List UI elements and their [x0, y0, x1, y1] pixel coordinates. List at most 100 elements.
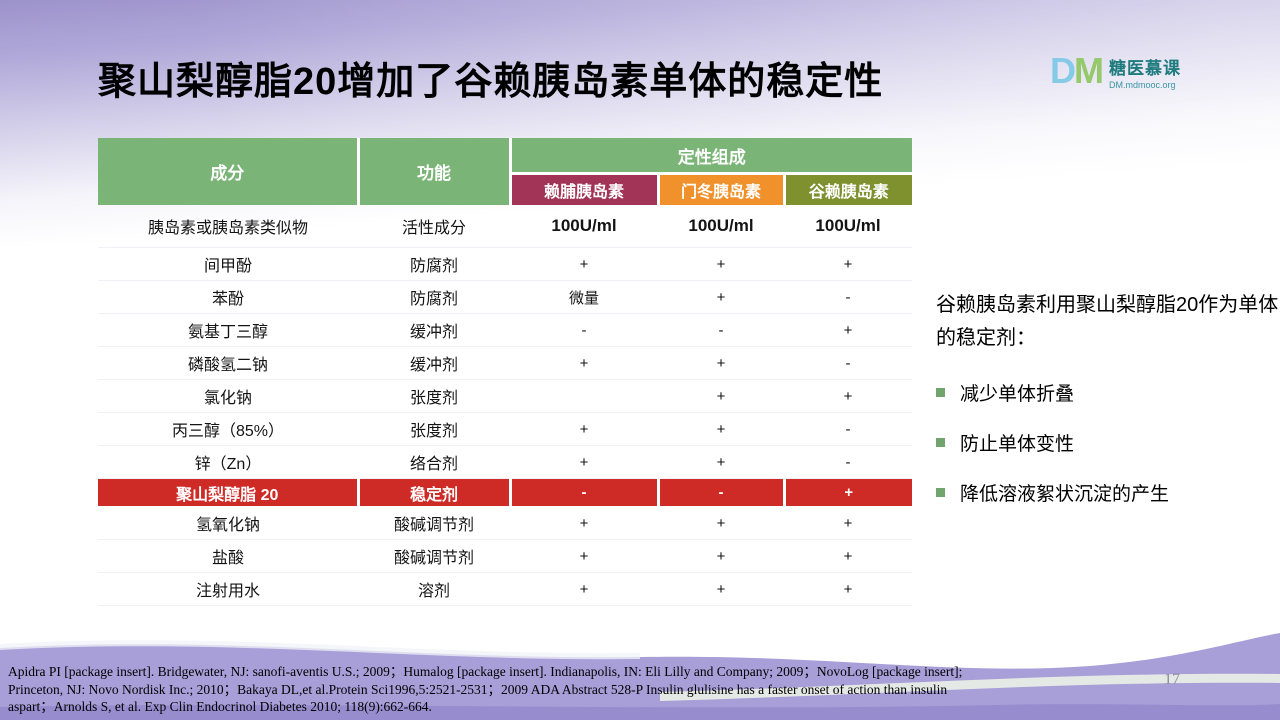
col-header-insulin-glulisine: 谷赖胰岛素	[782, 173, 913, 205]
cell-function: 络合剂	[358, 445, 510, 479]
cell-value: +	[658, 346, 784, 380]
table-row: 胰岛素或胰岛素类似物 活性成分 100U/ml 100U/ml 100U/ml	[98, 205, 913, 248]
cell-value: +	[658, 280, 784, 314]
logo-letter-m: M	[1074, 50, 1104, 91]
cell-value: +	[658, 572, 784, 606]
table-row: 氢氧化钠 酸碱调节剂 + + +	[98, 506, 913, 540]
cell-value: +	[784, 379, 913, 413]
cell-component: 间甲酚	[98, 247, 358, 281]
logo-name: 糖医慕课	[1109, 59, 1181, 78]
cell-value: 100U/ml	[510, 205, 658, 248]
page-title: 聚山梨醇脂20增加了谷赖胰岛素单体的稳定性	[98, 61, 884, 103]
cell-value: -	[784, 412, 913, 446]
col-header-insulin-lispro: 赖脯胰岛素	[508, 173, 658, 205]
cell-value: -	[784, 445, 913, 479]
cell-value: +	[510, 412, 658, 446]
logo-text: 糖医慕课 DM.mdmooc.org	[1109, 54, 1181, 90]
footer-wave	[0, 633, 1280, 720]
references: Apidra PI [package insert]. Bridgewater,…	[8, 663, 1158, 716]
note-intro: 谷赖胰岛素利用聚山梨醇脂20作为单体的稳定剂：	[936, 294, 1279, 349]
reference-line: Princeton, NJ: Novo Nordisk Inc.; 2010；B…	[8, 681, 948, 697]
cell-value: +	[658, 412, 784, 446]
note-bullets: 减少单体折叠 防止单体变性 降低溶液絮状沉淀的产生	[936, 379, 1280, 506]
col-header-function: 功能	[356, 138, 510, 205]
cell-component: 氨基丁三醇	[98, 313, 358, 347]
logo: DM 糖医慕课 DM.mdmooc.org	[1050, 53, 1181, 91]
cell-value: 100U/ml	[658, 205, 784, 248]
cell-component: 锌（Zn）	[98, 445, 358, 479]
col-header-insulin-aspart: 门冬胰岛素	[656, 173, 784, 205]
page-number: 17	[1164, 671, 1180, 688]
cell-function: 溶剂	[358, 572, 510, 606]
cell-value: 100U/ml	[784, 205, 913, 248]
table-row-highlight-polysorbate: 聚山梨醇脂 20 稳定剂 - - +	[98, 478, 913, 507]
cell-value: +	[658, 445, 784, 479]
square-bullet-icon	[936, 488, 945, 497]
cell-function: 酸碱调节剂	[358, 506, 510, 540]
cell-component: 丙三醇（85%）	[98, 412, 358, 446]
cell-component: 氯化钠	[98, 379, 358, 413]
composition-table: 成分 功能 定性组成 赖脯胰岛素 门冬胰岛素 谷赖胰岛素 胰岛素或胰岛素类似物 …	[98, 138, 913, 606]
cell-component: 注射用水	[98, 572, 358, 606]
cell-value: +	[658, 506, 784, 540]
cell-value	[510, 379, 658, 413]
bullet-label: 降低溶液絮状沉淀的产生	[960, 484, 1170, 505]
cell-component: 胰岛素或胰岛素类似物	[98, 205, 358, 248]
cell-function: 酸碱调节剂	[358, 539, 510, 573]
logo-url: DM.mdmooc.org	[1109, 80, 1176, 90]
cell-value: -	[508, 478, 658, 507]
cell-function: 防腐剂	[358, 280, 510, 314]
table-subheader-row: 赖脯胰岛素 门冬胰岛素 谷赖胰岛素	[98, 173, 913, 205]
cell-value: 微量	[510, 280, 658, 314]
reference-line: Apidra PI [package insert]. Bridgewater,…	[8, 664, 963, 679]
square-bullet-icon	[936, 388, 945, 397]
cell-function: 稳定剂	[356, 478, 510, 507]
cell-value: +	[658, 379, 784, 413]
table-row: 盐酸 酸碱调节剂 + + +	[98, 539, 913, 573]
cell-value: +	[782, 478, 913, 507]
reference-line: aspart；Arnolds S, et al. Exp Clin Endocr…	[8, 699, 432, 714]
cell-value: +	[510, 346, 658, 380]
cell-value: +	[784, 247, 913, 281]
cell-value: +	[510, 539, 658, 573]
cell-value: +	[510, 572, 658, 606]
cell-function: 防腐剂	[358, 247, 510, 281]
cell-value: +	[784, 539, 913, 573]
cell-value: -	[656, 478, 784, 507]
cell-function: 缓冲剂	[358, 313, 510, 347]
bullet-label: 减少单体折叠	[960, 384, 1075, 405]
table-row: 间甲酚 防腐剂 + + +	[98, 247, 913, 281]
cell-value: +	[658, 539, 784, 573]
col-header-component: 成分	[98, 138, 358, 205]
cell-function: 张度剂	[358, 412, 510, 446]
cell-function: 张度剂	[358, 379, 510, 413]
cell-component: 聚山梨醇脂 20	[98, 478, 358, 507]
cell-value: -	[658, 313, 784, 347]
cell-value: +	[784, 313, 913, 347]
col-header-qualitative: 定性组成	[508, 138, 913, 175]
logo-dm-icon: DM	[1050, 53, 1104, 89]
table-row: 丙三醇（85%） 张度剂 + + -	[98, 412, 913, 446]
cell-value: +	[784, 506, 913, 540]
cell-value: +	[510, 506, 658, 540]
bullet-item: 降低溶液絮状沉淀的产生	[936, 479, 1280, 506]
cell-value: +	[784, 572, 913, 606]
bullet-label: 防止单体变性	[960, 434, 1075, 455]
cell-component: 盐酸	[98, 539, 358, 573]
bullet-item: 防止单体变性	[936, 429, 1280, 456]
table-header-row: 成分 功能 定性组成	[98, 138, 913, 205]
cell-value: -	[784, 280, 913, 314]
sidebar-note: 谷赖胰岛素利用聚山梨醇脂20作为单体的稳定剂： 减少单体折叠 防止单体变性 降低…	[936, 289, 1280, 506]
cell-function: 活性成分	[358, 205, 510, 248]
table-row: 锌（Zn） 络合剂 + + -	[98, 445, 913, 479]
cell-value: +	[510, 247, 658, 281]
table-row: 注射用水 溶剂 + + +	[98, 572, 913, 606]
cell-value: +	[510, 445, 658, 479]
cell-component: 苯酚	[98, 280, 358, 314]
bullet-item: 减少单体折叠	[936, 379, 1280, 406]
cell-component: 磷酸氢二钠	[98, 346, 358, 380]
cell-component: 氢氧化钠	[98, 506, 358, 540]
cell-function: 缓冲剂	[358, 346, 510, 380]
table-row: 磷酸氢二钠 缓冲剂 + + -	[98, 346, 913, 380]
